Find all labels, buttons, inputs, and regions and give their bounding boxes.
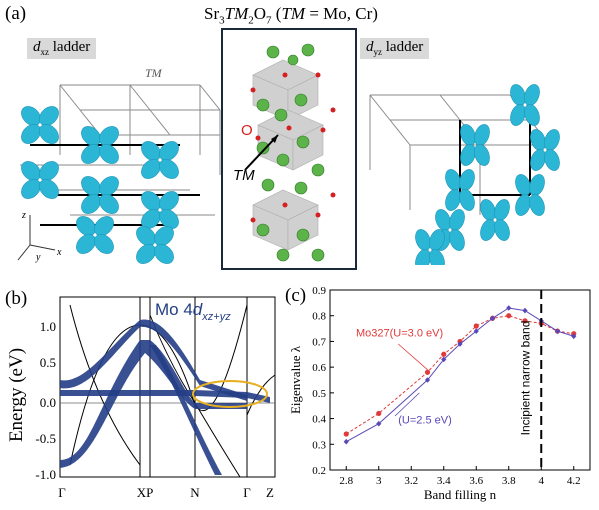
xtick-label: 2.8 [339, 475, 353, 487]
ytick: 0.5 [40, 355, 56, 370]
panel-b-ylabel: Energy (eV) [6, 348, 27, 442]
ytick-label: 0.7 [312, 336, 326, 348]
legend-u3-pointer [397, 343, 428, 371]
ytick: -1.0 [35, 467, 56, 482]
series-point [489, 315, 496, 322]
ytick-label: 0.5 [312, 388, 326, 400]
crystal-tm-label: TM [233, 167, 255, 184]
narrow-band-ellipse [192, 380, 268, 408]
panel-a-title: Sr3TM2O7 (TM = Mo, Cr) [204, 4, 378, 27]
crystal-structure-frame: O TM [221, 28, 357, 270]
series-point [554, 328, 561, 334]
series-point [473, 323, 479, 329]
ytick: 1.0 [40, 319, 56, 334]
series-point [506, 313, 512, 319]
legend-u25-pointer [394, 392, 420, 417]
legend-u25: (U=2.5 eV) [398, 415, 452, 427]
series-point [441, 356, 447, 363]
dxz-ladder-label: dxz ladder [27, 38, 97, 59]
crystal-structure: O TM [233, 43, 336, 262]
series-line-0 [345, 315, 574, 435]
xtick: N [190, 485, 200, 500]
ytick-label: 0.3 [312, 439, 326, 451]
xtick-label: 3.2 [404, 475, 418, 487]
ytick-label: 0.9 [312, 285, 326, 297]
axes-triad [17, 215, 56, 261]
xtick-label: 3.6 [469, 475, 483, 487]
dyz-orbital-group [415, 84, 560, 265]
ytick-label: 0.4 [312, 414, 326, 426]
ytick-label: 0.8 [312, 311, 326, 323]
ytick: -0.5 [35, 431, 56, 446]
crystal-o-label: O [241, 122, 253, 139]
panel-c-xlabel: Band filling n [424, 487, 497, 502]
panel-c-label: (c) [285, 285, 307, 306]
series-point [522, 318, 528, 324]
legend-u3: Mo327(U=3.0 eV) [356, 327, 443, 339]
xtick: XP [137, 485, 154, 500]
dxz-orbital-group [21, 106, 179, 264]
series-point [424, 369, 431, 375]
series-point [473, 328, 479, 334]
xtick: Z [266, 485, 274, 500]
dxz-ladder-diagram: TM z x y [17, 66, 221, 264]
axis-x-label: x [56, 247, 62, 258]
xtick: Γ [58, 485, 66, 500]
xtick-label: 3.4 [437, 475, 451, 487]
band-structure-plot: Mo 4dxz+yz 1.0 0.5 0.0 -0.5 -1.0 Γ XP N … [6, 296, 276, 500]
series-point [376, 420, 382, 427]
series-point [506, 305, 512, 311]
eigenvalue-chart: 0.2 0.3 0.4 0.5 0.6 0.7 0.8 0.9 2.8 3 3.2 3.4 3.6 3.… [288, 285, 591, 502]
dyz-ladder-label: dyz ladder [360, 38, 430, 59]
series-point [457, 341, 463, 347]
xtick-label: 4 [539, 475, 545, 487]
series-point [343, 438, 349, 445]
xtick: Γ [243, 485, 251, 500]
mo4d-annotation: Mo 4dxz+yz [155, 300, 231, 323]
axis-y-label: y [35, 252, 41, 263]
series-point [441, 351, 447, 357]
xtick-label: 3 [376, 475, 382, 487]
dyz-ladder-diagram [369, 84, 560, 265]
xtick-label: 3.8 [502, 475, 516, 487]
series-point [376, 410, 382, 417]
ytick: 0.0 [40, 395, 56, 410]
axis-z-label: z [21, 210, 26, 221]
series-point [424, 377, 431, 383]
panel-b-label: (b) [5, 288, 28, 309]
incipient-band-label: Incipient narrow band [518, 321, 532, 436]
ytick-label: 0.2 [312, 465, 326, 477]
ytick-label: 0.6 [312, 362, 326, 374]
xtick-label: 4.2 [567, 475, 581, 487]
plot-frame [329, 289, 591, 471]
series-point [522, 307, 528, 314]
panel-c-ylabel: Eigenvalue λ [288, 345, 303, 414]
series-line-1 [346, 307, 574, 443]
series-point [343, 431, 349, 437]
panel-a-label: (a) [5, 3, 27, 24]
tm-site-label: TM [145, 66, 163, 80]
